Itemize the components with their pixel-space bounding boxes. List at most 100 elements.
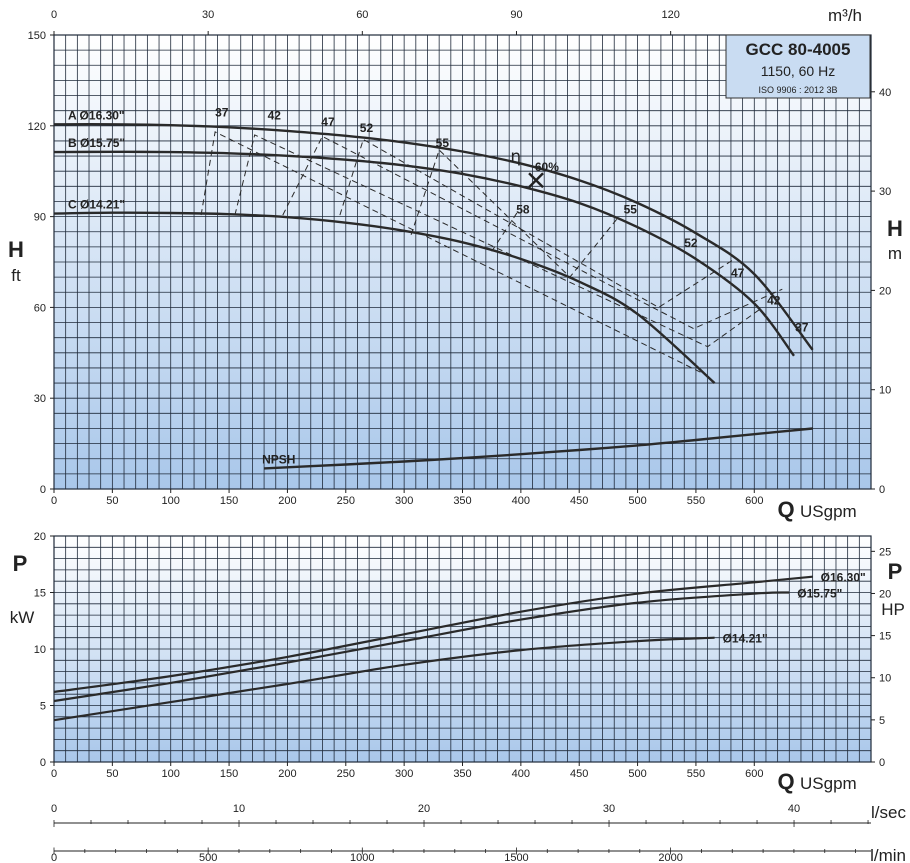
efficiency-line (200, 131, 705, 375)
test-standard: ISO 9906 : 2012 3B (758, 85, 837, 95)
series-label: NPSH (262, 452, 295, 466)
head-x-tick-label: 250 (337, 495, 355, 507)
head-y-tick-label: 0 (40, 484, 46, 496)
power-y2-tick-label: 20 (879, 588, 891, 600)
efficiency-label: 42 (767, 293, 781, 307)
npsh-curve (264, 427, 813, 470)
scale-1-tick-label: 1000 (350, 852, 374, 863)
power-y-tick-label: 15 (34, 588, 46, 600)
head-x-tick-label: 400 (512, 495, 530, 507)
efficiency-label: 52 (684, 236, 698, 250)
pump-model: GCC 80-4005 (746, 40, 851, 59)
head-y-letter: H (8, 237, 24, 262)
power-x-tick-label: 200 (278, 768, 296, 780)
power-x-tick-label: 600 (745, 768, 763, 780)
power-y2-tick-label: 5 (879, 715, 885, 727)
scale-1-tick-label: 0 (51, 852, 57, 863)
scale-1-tick-label: 1500 (504, 852, 528, 863)
efficiency-label: 37 (215, 106, 229, 120)
head-y2-tick-label: 40 (879, 87, 891, 99)
efficiency-line (491, 210, 519, 252)
head-y2-unit: m (888, 244, 902, 263)
head-x-unit: USgpm (800, 502, 857, 521)
efficiency-label: 55 (436, 136, 450, 150)
head-y2-tick-label: 20 (879, 285, 891, 297)
power-x-tick-label: 400 (512, 768, 530, 780)
efficiency-label: 52 (360, 121, 374, 135)
efficiency-label: 60% (535, 160, 559, 174)
power-x-tick-label: 350 (453, 768, 471, 780)
efficiency-line (234, 134, 763, 348)
power-y2-unit: HP (881, 600, 905, 619)
scale-0-tick-label: 0 (51, 803, 57, 815)
power-curve-1 (53, 591, 790, 703)
power-x-tick-label: 450 (570, 768, 588, 780)
head-x-tick-label: 200 (278, 495, 296, 507)
power-y2-tick-label: 15 (879, 631, 891, 643)
efficiency-label: 42 (268, 109, 282, 123)
head-x-tick-label: 50 (106, 495, 118, 507)
power-series-label: Ø16.30" (821, 571, 866, 585)
head-y-unit: ft (11, 266, 21, 285)
pump-speed: 1150, 60 Hz (761, 63, 835, 79)
efficiency-line (282, 135, 783, 330)
scale-0-tick-label: 30 (603, 803, 615, 815)
head-x-letter: Q (777, 497, 794, 522)
head-curve-2 (53, 211, 716, 384)
head-x-tick-label: 300 (395, 495, 413, 507)
scale-1-tick-label: 500 (199, 852, 217, 863)
power-y-tick-label: 10 (34, 644, 46, 656)
head-x-tick-label: 350 (453, 495, 471, 507)
head-x-tick-label: 450 (570, 495, 588, 507)
series-label: C Ø14.21" (68, 198, 125, 212)
head-x-tick-label: 500 (628, 495, 646, 507)
efficiency-symbol: η (510, 147, 521, 167)
efficiency-label: 47 (321, 115, 335, 129)
power-x-tick-label: 150 (220, 768, 238, 780)
power-x-tick-label: 550 (687, 768, 705, 780)
scale-1-unit: l/min (870, 846, 906, 863)
power-series-label: Ø15.75" (797, 587, 842, 601)
power-y-tick-label: 5 (40, 701, 46, 713)
scale-0-tick-label: 10 (233, 803, 245, 815)
head-x-tick-label: 100 (162, 495, 180, 507)
head-x2-tick-label: 30 (202, 9, 214, 21)
scale-0-tick-label: 20 (418, 803, 430, 815)
head-y2-tick-label: 30 (879, 186, 891, 198)
power-y-tick-label: 0 (40, 757, 46, 769)
head-y-tick-label: 120 (28, 121, 46, 133)
title-box-background (725, 34, 871, 99)
power-x-tick-label: 250 (337, 768, 355, 780)
efficiency-line (410, 149, 620, 278)
head-curve-1 (53, 150, 795, 357)
head-x-tick-label: 600 (745, 495, 763, 507)
power-x-letter: Q (777, 769, 794, 794)
power-x-tick-label: 100 (162, 768, 180, 780)
head-y-tick-label: 60 (34, 302, 46, 314)
power-y-unit: kW (10, 608, 35, 627)
power-x-tick-label: 0 (51, 768, 57, 780)
head-x-tick-label: 150 (220, 495, 238, 507)
power-curve-2 (53, 636, 715, 722)
efficiency-line (339, 138, 735, 308)
efficiency-label: 58 (516, 203, 530, 217)
power-y2-tick-label: 10 (879, 673, 891, 685)
head-y-tick-label: 150 (28, 30, 46, 42)
power-y2-letter: P (888, 559, 903, 584)
head-x2-tick-label: 90 (510, 9, 522, 21)
head-x2-tick-label: 0 (51, 9, 57, 21)
head-y2-tick-label: 10 (879, 385, 891, 397)
chart-title-box: GCC 80-4005 1150, 60 Hz ISO 9906 : 2012 … (725, 34, 871, 99)
scale-0-tick-label: 40 (788, 803, 800, 815)
head-curve-0 (53, 123, 814, 351)
scale-1-tick-label: 2000 (658, 852, 682, 863)
head-x-tick-label: 0 (51, 495, 57, 507)
power-x-tick-label: 500 (628, 768, 646, 780)
power-x-tick-label: 50 (106, 768, 118, 780)
head-x-tick-label: 550 (687, 495, 705, 507)
power-x-tick-label: 300 (395, 768, 413, 780)
power-x-unit: USgpm (800, 774, 857, 793)
power-y-letter: P (13, 551, 28, 576)
power-curve-0 (53, 575, 813, 693)
efficiency-label: 47 (731, 266, 745, 280)
